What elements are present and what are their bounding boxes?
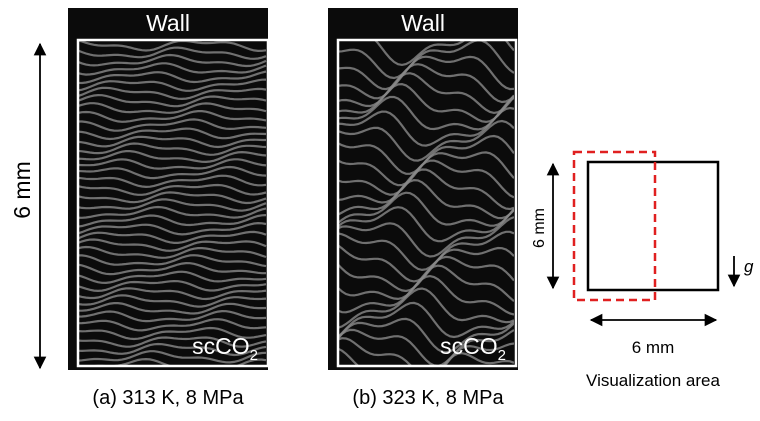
gravity-label: g xyxy=(744,257,754,276)
channel xyxy=(588,162,718,290)
scale-label: 6 mm xyxy=(9,161,35,219)
wall-label: Wall xyxy=(401,10,445,36)
caption: (a) 313 K, 8 MPa xyxy=(92,387,244,409)
fluid-text: scCO xyxy=(192,333,250,359)
height-label: 6 mm xyxy=(531,208,548,248)
fluid-text: scCO xyxy=(440,333,498,359)
caption: (b) 323 K, 8 MPa xyxy=(352,387,504,409)
wall-label: Wall xyxy=(146,10,190,36)
fluid-subscript: 2 xyxy=(498,347,506,364)
visualization-window xyxy=(574,152,655,300)
figure: Wall scCO2 (a) 313 K, 8 MPa Wall scCO2 (… xyxy=(0,0,760,416)
fluid-subscript: 2 xyxy=(250,347,258,364)
page: Wall scCO2 (a) 313 K, 8 MPa Wall scCO2 (… xyxy=(0,0,760,421)
width-label: 6 mm xyxy=(632,338,675,357)
schematic-caption: Visualization area xyxy=(586,371,720,390)
